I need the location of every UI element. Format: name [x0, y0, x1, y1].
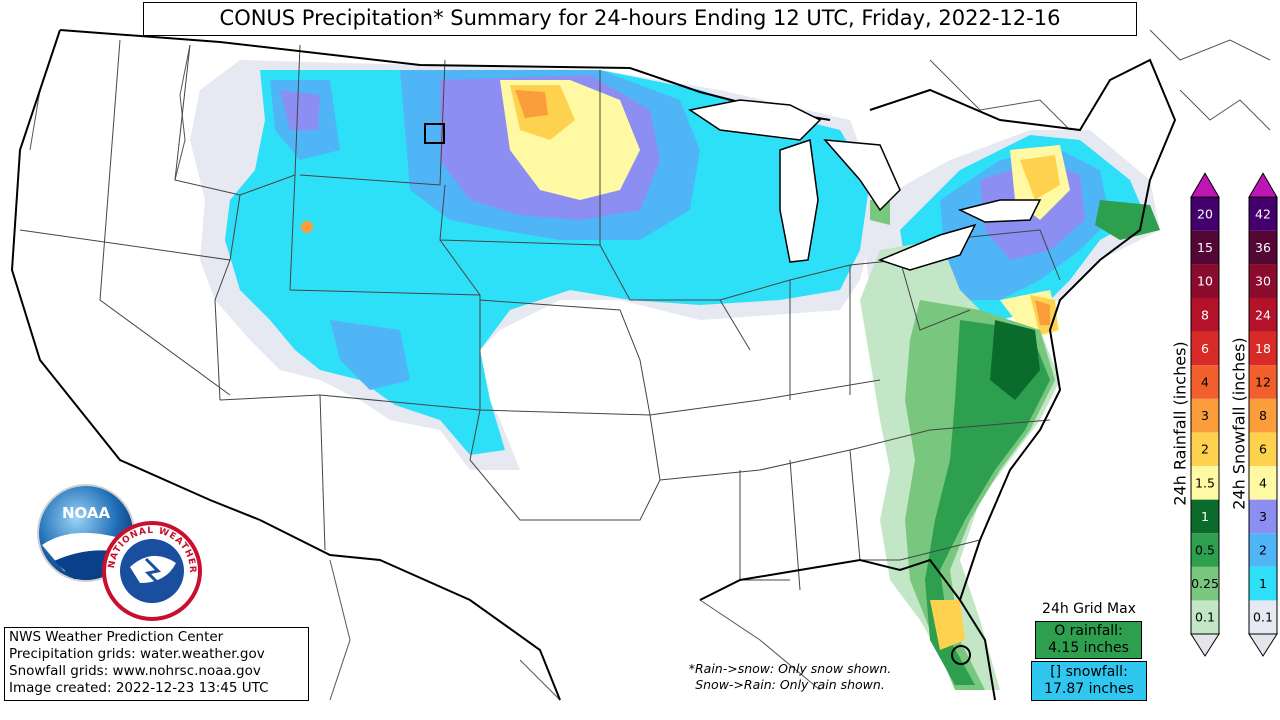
grid-max-label: 24h Grid Max — [1042, 601, 1136, 617]
noaa-logo-text: NOAA — [62, 504, 111, 522]
grid-max-snowfall-value: 17.87 inches — [1044, 681, 1134, 697]
rainfall-colorbar-tick-label: 0.1 — [1195, 610, 1215, 625]
rainfall-colorbar-segment — [1191, 398, 1219, 433]
snowfall-colorbar-tick-label: 1 — [1259, 576, 1267, 591]
rainfall-colorbar-tick-label: 0.25 — [1191, 576, 1219, 591]
rainfall-colorbar-segment — [1191, 432, 1219, 466]
rainfall-max-marker — [951, 645, 971, 665]
snowfall-colorbar-tick-label: 18 — [1255, 341, 1271, 356]
rainfall-colorbar-tick-label: 2 — [1201, 442, 1209, 457]
snowfall-colorbar-tick-label: 3 — [1259, 509, 1267, 524]
great-lakes — [688, 99, 1042, 271]
agency-logos: NOAA NATIONAL WEATHER SERVICE — [34, 483, 202, 621]
footnote-line: Snow->Rain: Only rain shown. — [695, 677, 885, 692]
snowfall-colorbar-segment — [1249, 264, 1277, 298]
rainfall-colorbar-tick-label: 3 — [1201, 408, 1209, 423]
credit-line: Snowfall grids: www.nohrsc.noaa.gov — [9, 663, 261, 679]
snowfall-colorbar-tick-label: 0.1 — [1253, 610, 1273, 625]
rainfall-colorbar-segment — [1191, 230, 1219, 265]
snowfall-colorbar-segment — [1249, 197, 1277, 231]
rainfall-colorbar-tick-label: 15 — [1197, 240, 1213, 255]
rainfall-colorbar-tick-label: 1 — [1201, 509, 1209, 524]
rainfall-colorbar-segment — [1191, 533, 1219, 567]
grid-max-rainfall-label: O rainfall: — [1054, 623, 1123, 639]
rainfall-colorbar-tick-label: 0.5 — [1195, 543, 1215, 558]
snowfall-colorbar-tick-label: 2 — [1259, 543, 1267, 558]
snowfall-colorbar-tick-label: 36 — [1255, 240, 1271, 255]
snowfall-colorbar-segment — [1249, 398, 1277, 433]
rainfall-colorbar: 0.1 0.25 0.5 1 1.5 2 3 4 6 8 10 15 20 — [1190, 172, 1220, 657]
rainfall-colorbar-segment — [1191, 298, 1219, 332]
footnote-line: *Rain->snow: Only snow shown. — [688, 661, 892, 676]
snowfall-colorbar-segment — [1249, 566, 1277, 601]
rainfall-colorbar-frame — [1190, 196, 1220, 635]
rainfall-colorbar-segment — [1191, 197, 1219, 231]
credit-line: Precipitation grids: water.weather.gov — [9, 646, 265, 662]
rainfall-colorbar-segment — [1191, 499, 1219, 534]
rainfall-colorbar-tick-label: 20 — [1197, 207, 1213, 222]
footnote: *Rain->snow: Only snow shown. Snow->Rain… — [640, 661, 940, 693]
credits-box: NWS Weather Prediction Center Precipitat… — [4, 627, 309, 701]
state-boundaries — [19, 39, 1061, 591]
snowfall-colorbar-segment — [1249, 432, 1277, 466]
country-border — [10, 29, 1177, 701]
credit-line: NWS Weather Prediction Center — [9, 629, 224, 645]
grid-max-rainfall-box: O rainfall: 4.15 inches — [1035, 621, 1142, 659]
credit-line: Image created: 2022-12-23 13:45 UTC — [9, 680, 269, 696]
map-title: CONUS Precipitation* Summary for 24-hour… — [143, 2, 1137, 36]
rainfall-colorbar-segment — [1191, 264, 1219, 298]
rainfall-colorbar-tick-label: 4 — [1201, 375, 1209, 390]
snowfall-colorbar-tick-label: 4 — [1259, 475, 1267, 490]
snowfall-colorbar-tick-label: 24 — [1255, 307, 1271, 322]
rainfall-colorbar-tick-label: 8 — [1201, 307, 1209, 322]
grid-max-snowfall-label: [] snowfall: — [1050, 664, 1128, 680]
snowfall-colorbar-tick-label: 30 — [1255, 274, 1271, 289]
snowfall-colorbar-tick-label: 6 — [1259, 442, 1267, 457]
snowfall-colorbar-frame — [1248, 196, 1278, 635]
rainfall-colorbar-segment — [1191, 466, 1219, 500]
snowfall-colorbar-title: 24h Snowfall (inches) — [1229, 337, 1249, 510]
grid-max-snowfall-box: [] snowfall: 17.87 inches — [1031, 661, 1147, 701]
snowfall-colorbar-tick-label: 8 — [1259, 408, 1267, 423]
snowfall-colorbar-segment — [1249, 499, 1277, 534]
snowfall-colorbar-segment — [1249, 230, 1277, 265]
snowfall-colorbar-tick-label: 42 — [1255, 207, 1271, 222]
rainfall-colorbar-segment — [1191, 365, 1219, 399]
rainfall-colorbar-tick-label: 6 — [1201, 341, 1209, 356]
snowfall-colorbar-segment — [1249, 331, 1277, 366]
snowfall-colorbar-segment — [1249, 533, 1277, 567]
rainfall-colorbar-segment — [1191, 566, 1219, 601]
snowfall-colorbar-segment — [1249, 298, 1277, 332]
snowfall-colorbar-segment — [1249, 365, 1277, 399]
snowfall-colorbar-segment — [1249, 466, 1277, 500]
rainfall-colorbar-tick-label: 1.5 — [1195, 475, 1215, 490]
grid-max-rainfall-value: 4.15 inches — [1048, 640, 1129, 656]
snowfall-colorbar-tick-label: 12 — [1255, 375, 1271, 390]
rainfall-colorbar-segment — [1191, 331, 1219, 366]
snowfall-colorbar-segment — [1249, 600, 1277, 634]
snowfall-max-marker — [424, 123, 445, 144]
rainfall-colorbar-segment — [1191, 600, 1219, 634]
rainfall-colorbar-tick-label: 10 — [1197, 274, 1213, 289]
rainfall-colorbar-title: 24h Rainfall (inches) — [1170, 341, 1190, 506]
rainfall-shading — [860, 200, 1160, 690]
